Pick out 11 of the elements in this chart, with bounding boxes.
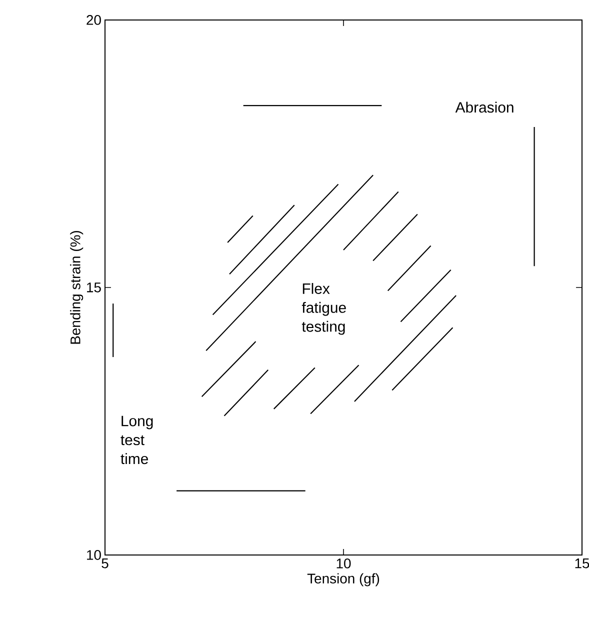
y-tick-label: 20 [86, 15, 101, 25]
x-tick-label: 5 [102, 558, 108, 568]
x-tick-label: 10 [336, 558, 351, 568]
y-axis-title: Bending strain (%) [70, 231, 84, 344]
x-axis-title: Tension (gf) [307, 573, 380, 586]
y-tick-label: 10 [87, 550, 101, 560]
annotation: Flex fatigue testing [302, 283, 346, 335]
annotation: Long test time [120, 416, 153, 464]
annotation: Abrasion [455, 102, 514, 113]
y-tick-label: 15 [87, 282, 101, 292]
x-tick-label: 15 [575, 558, 589, 568]
